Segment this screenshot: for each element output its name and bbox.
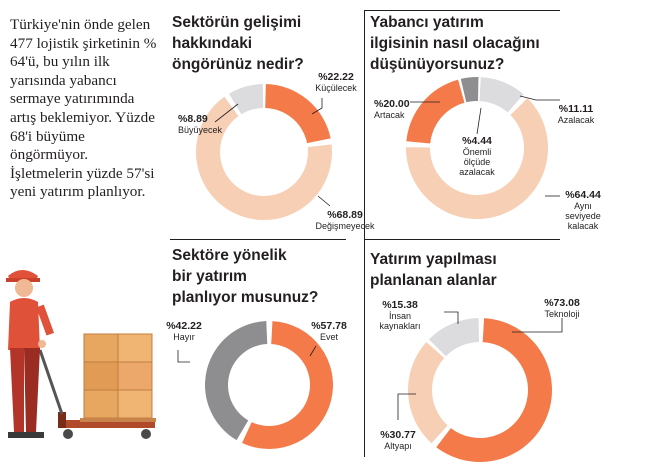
- slice-percent-label: %20.00: [374, 98, 410, 110]
- donut-slice: [460, 77, 479, 103]
- leader-line: [444, 311, 459, 324]
- donut-slice: [204, 321, 268, 441]
- slice-category-label: Küçülecek: [315, 83, 357, 93]
- slice-percent-label: %42.22: [166, 320, 202, 332]
- slice-category-label: Değişmeyecek: [315, 221, 375, 231]
- leader-line: [311, 98, 323, 115]
- leader-line: [519, 95, 560, 101]
- donut-slice: [428, 318, 480, 357]
- slice-percent-label: %4.44: [462, 135, 492, 147]
- slice-percent-label: %68.89: [327, 209, 363, 221]
- chart-title-investment-areas: Yatırım yapılması planlanan alanlar: [370, 251, 497, 289]
- slice-percent-label: %30.77: [380, 429, 416, 441]
- worker-icon: [6, 270, 55, 438]
- leader-line: [214, 103, 239, 123]
- worker-pallet-illustration: [6, 270, 156, 439]
- leader-line: [177, 350, 190, 363]
- leader-line: [512, 318, 563, 333]
- donut-slice: [242, 321, 333, 449]
- donut-slice: [228, 84, 264, 115]
- cardboard-boxes-icon: [80, 333, 156, 422]
- donut-slice: [479, 77, 524, 113]
- row-divider-right: [364, 239, 560, 240]
- slice-percent-label: %64.44: [565, 189, 601, 201]
- slice-category-label: kaynakları: [379, 321, 420, 331]
- row-divider-left: [170, 239, 346, 240]
- slice-category-label: Evet: [320, 332, 339, 342]
- slice-category-label: Altyapı: [384, 441, 412, 451]
- slice-category-label: seviyede: [565, 211, 601, 221]
- slice-category-label: Hayır: [173, 332, 195, 342]
- slice-percent-label: %22.22: [318, 71, 354, 83]
- intro-text: Türkiye'nin önde gelen 477 lojistik şirk…: [10, 16, 157, 201]
- slice-category-label: ölçüde: [464, 157, 491, 167]
- chart-title-foreign-investment: Yabancı yatırım ilgisinin nasıl olacağın…: [370, 14, 540, 73]
- chart-title-sector-outlook: Sektörün gelişimi hakkındaki öngörünüz n…: [172, 14, 304, 73]
- pallet-jack-icon: [38, 349, 155, 439]
- slice-category-label: Artacak: [374, 110, 405, 120]
- slice-percent-label: %11.11: [559, 103, 594, 115]
- leader-line: [317, 195, 331, 207]
- slice-category-label: azalacak: [459, 167, 495, 177]
- leader-line: [476, 107, 482, 135]
- donut-slice: [436, 318, 552, 462]
- slice-category-label: Azalacak: [558, 115, 595, 125]
- top-rule-right: [364, 10, 560, 11]
- slice-category-label: Aynı: [574, 201, 592, 211]
- slice-category-label: İnsan: [389, 311, 411, 321]
- donut-slice: [408, 341, 448, 444]
- leader-line: [397, 393, 416, 420]
- column-divider: [364, 10, 365, 457]
- donut-slice: [405, 98, 549, 220]
- donut-slice: [196, 96, 332, 220]
- slice-percent-label: %15.38: [382, 299, 418, 311]
- slice-category-label: Teknoloji: [544, 309, 579, 319]
- leader-line: [309, 345, 317, 357]
- slice-category-label: Önemli: [463, 147, 492, 157]
- slice-category-label: Büyüyecek: [178, 125, 223, 135]
- slice-percent-label: %73.08: [544, 297, 580, 309]
- chart-title-investment-plan: Sektöre yönelik bir yatırım planlıyor mu…: [172, 247, 319, 306]
- donut-slice: [406, 79, 465, 144]
- slice-category-label: kalacak: [568, 221, 599, 231]
- donut-slice: [265, 84, 331, 144]
- slice-percent-label: %8.89: [178, 113, 208, 125]
- slice-percent-label: %57.78: [311, 320, 347, 332]
